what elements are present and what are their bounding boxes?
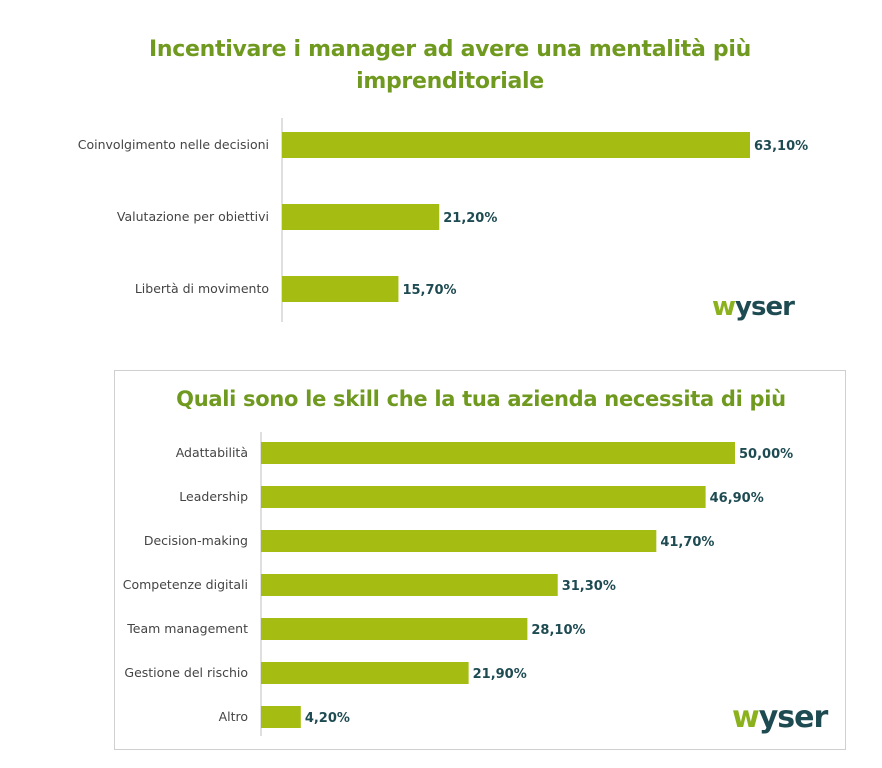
logo-text: yser xyxy=(735,292,795,322)
category-label: Altro xyxy=(219,709,248,724)
skills-panel xyxy=(114,370,846,750)
chart-title-skills: Quali sono le skill che la tua azienda n… xyxy=(176,387,786,411)
wyser-logo-top: wyser xyxy=(712,292,795,322)
category-label: Valutazione per obiettivi xyxy=(117,209,269,224)
data-label: 21,90% xyxy=(473,667,527,682)
bar xyxy=(261,662,469,684)
data-label: 28,10% xyxy=(531,623,585,638)
logo-letter: w xyxy=(712,292,736,322)
data-label: 4,20% xyxy=(305,711,350,726)
category-label: Gestione del rischio xyxy=(124,665,248,680)
bar xyxy=(261,486,706,508)
bar xyxy=(282,132,750,158)
data-label: 41,70% xyxy=(660,535,714,550)
bar xyxy=(282,204,440,230)
bar xyxy=(261,706,301,728)
data-label: 46,90% xyxy=(710,491,764,506)
data-label: 15,70% xyxy=(402,283,456,298)
category-label: Decision-making xyxy=(144,533,248,548)
chart-title-manager: Incentivare i manager ad avere una menta… xyxy=(149,37,751,94)
category-label: Adattabilità xyxy=(176,445,248,460)
data-label: 50,00% xyxy=(739,447,793,462)
wyser-logo-bottom: wyser xyxy=(732,700,829,735)
data-label: 31,30% xyxy=(562,579,616,594)
bar xyxy=(261,442,735,464)
bar xyxy=(282,276,399,302)
category-label: Team management xyxy=(126,621,248,636)
data-label: 63,10% xyxy=(754,139,808,154)
category-label: Libertà di movimento xyxy=(135,281,269,296)
category-label: Competenze digitali xyxy=(123,577,248,592)
category-label: Coinvolgimento nelle decisioni xyxy=(78,137,269,152)
bar xyxy=(261,618,528,640)
logo-text: yser xyxy=(758,700,829,735)
category-label: Leadership xyxy=(179,489,248,504)
logo-letter: w xyxy=(732,700,760,735)
bar xyxy=(261,530,657,552)
data-label: 21,20% xyxy=(443,211,497,226)
bar xyxy=(261,574,558,596)
